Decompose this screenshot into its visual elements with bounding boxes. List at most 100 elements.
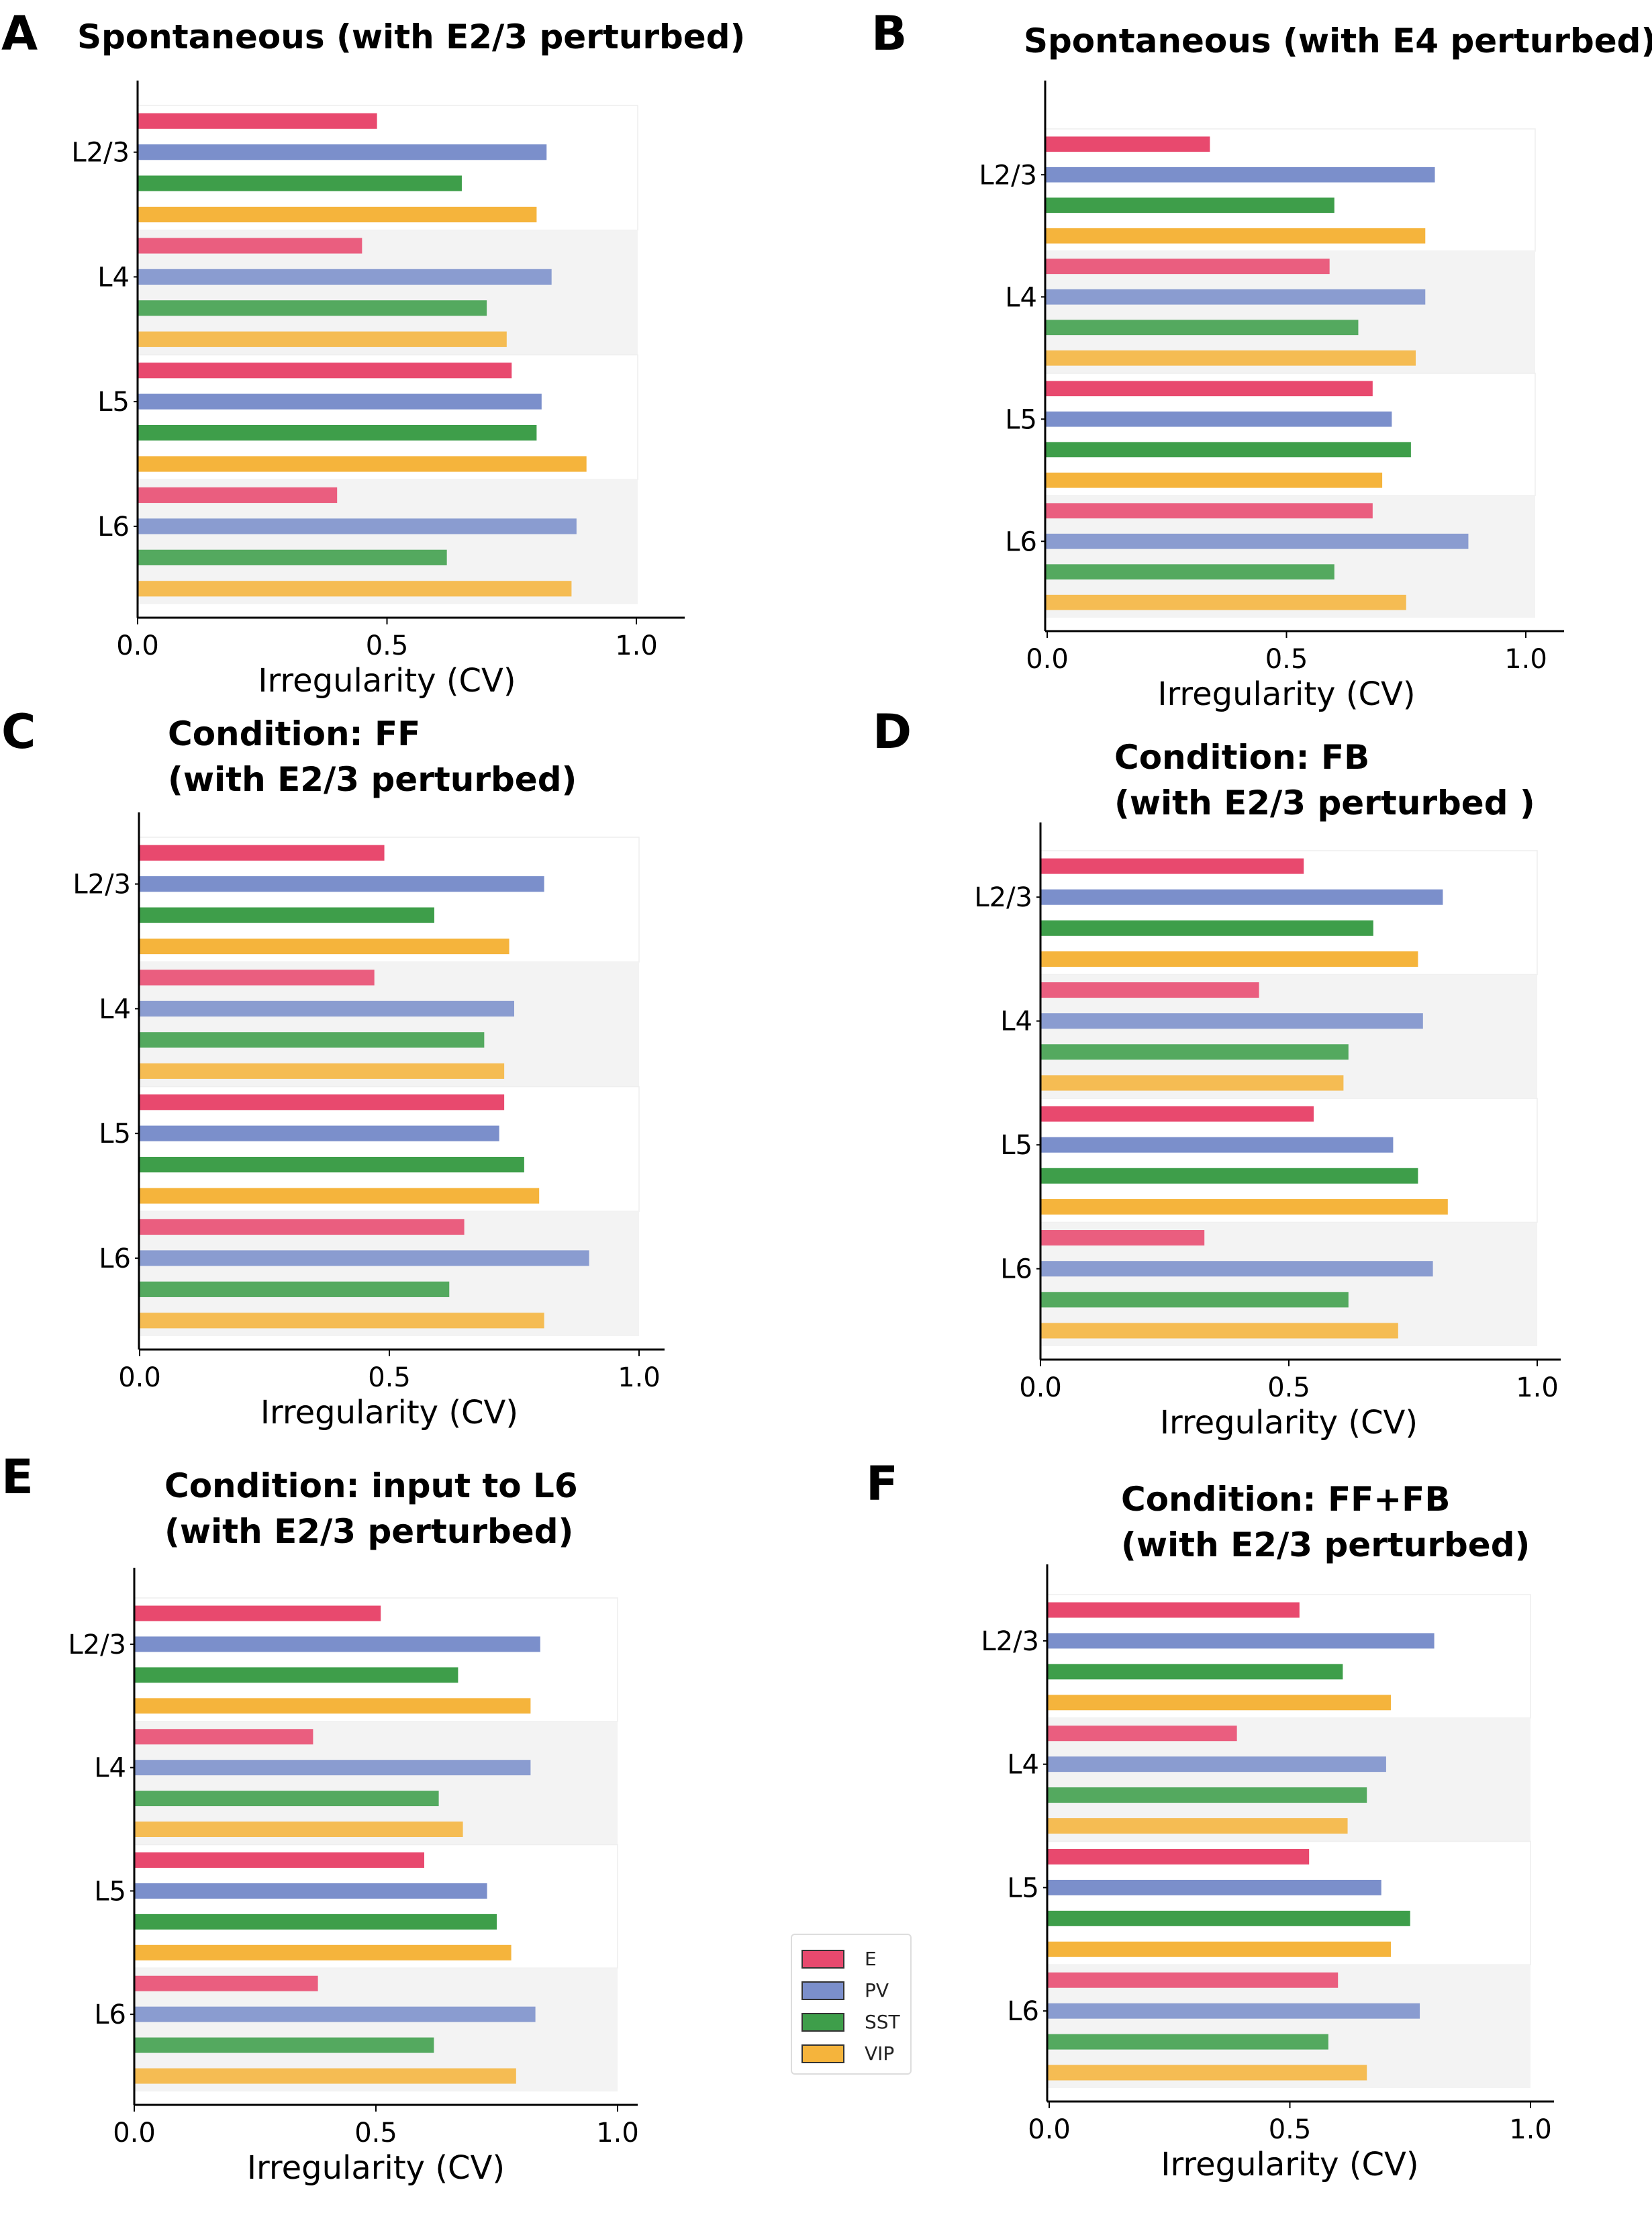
bar-L4-pv	[138, 269, 552, 285]
bar-L4-e	[1040, 982, 1259, 998]
bar-L2-3-e	[134, 1605, 381, 1621]
x-tick-label-1: 0.5	[368, 1362, 411, 1393]
x-axis-label: Irregularity (CV)	[1157, 675, 1415, 713]
bar-L5-vip	[139, 1188, 540, 1204]
bar-L6-sst	[1045, 564, 1334, 580]
y-tick-label-L2-3: L2/3	[974, 882, 1032, 913]
x-tick-label-0: 0.0	[118, 1362, 161, 1393]
bar-L5-pv	[138, 393, 542, 410]
x-axis-label: Irregularity (CV)	[1161, 2146, 1418, 2183]
y-tick-label-L6: L6	[94, 1999, 126, 2030]
x-axis-label: Irregularity (CV)	[260, 1394, 518, 1431]
bar-L5-sst	[1045, 442, 1411, 458]
bar-L6-vip	[134, 2068, 516, 2084]
bar-L6-sst	[1040, 1292, 1349, 1308]
bar-L5-vip	[138, 456, 587, 472]
bar-L5-sst	[134, 1914, 497, 1930]
y-tick-label-L2-3: L2/3	[71, 138, 130, 169]
bar-L4-sst	[1045, 320, 1359, 336]
bar-L6-vip	[138, 581, 572, 597]
bar-L2-3-pv	[138, 144, 547, 160]
panel-title-a: Spontaneous (with E2/3 perturbed)	[77, 17, 746, 56]
chart-panel-d: L2/3 L4 L5 L6 0.0 0.5 1.0 Irregularity (CV)	[974, 822, 1561, 1442]
x-tick-label-0: 0.0	[116, 630, 159, 661]
bar-L5-vip	[1047, 1941, 1392, 1957]
bar-L4-pv	[1045, 289, 1426, 305]
chart-panel-a: L2/3 L4 L5 L6 0.0 0.5 1.0 Irregularity (CV)	[71, 81, 685, 700]
panel-title-f: Condition: FF+FB (with E2/3 perturbed)	[1121, 1480, 1530, 1564]
bar-L4-vip	[134, 1822, 463, 1838]
x-tick-label-1: 0.5	[1267, 1372, 1310, 1403]
y-tick-label-L5: L5	[99, 1119, 131, 1149]
bar-L4-vip	[1040, 1075, 1344, 1091]
bar-L4-vip	[1045, 350, 1416, 366]
y-tick-label-L2-3: L2/3	[981, 1626, 1039, 1657]
x-tick-label-1: 0.5	[366, 630, 409, 661]
legend-item-e: E	[801, 1943, 901, 1975]
bar-L2-3-pv	[1045, 167, 1435, 183]
bar-L5-sst	[139, 1156, 524, 1173]
legend-swatch-pv	[801, 1981, 844, 2000]
bar-L2-3-sst	[138, 175, 462, 191]
bar-L2-3-vip	[139, 938, 509, 955]
bar-L2-3-vip	[1040, 951, 1418, 967]
bar-L4-e	[1047, 1726, 1237, 1742]
bar-L2-3-e	[138, 113, 377, 129]
bar-L5-vip	[1040, 1198, 1448, 1215]
bar-L2-3-sst	[1040, 920, 1373, 936]
x-tick-label-0: 0.0	[1028, 2114, 1071, 2145]
bar-L4-vip	[139, 1063, 505, 1079]
x-tick-label-2: 1.0	[596, 2118, 639, 2149]
bar-L6-pv	[134, 2006, 536, 2022]
legend-item-sst: SST	[801, 2006, 901, 2038]
bar-L5-e	[139, 1094, 505, 1111]
panel-letter-b: B	[871, 6, 908, 61]
x-tick-label-0: 0.0	[113, 2118, 156, 2149]
bar-L6-pv	[138, 518, 577, 534]
bar-L5-vip	[1045, 472, 1383, 488]
bar-L6-vip	[139, 1313, 544, 1329]
bar-L5-vip	[134, 1944, 512, 1961]
y-tick-label-L4: L4	[99, 994, 131, 1025]
bar-L4-e	[138, 238, 362, 254]
panel-letter-f: F	[866, 1456, 898, 1511]
x-axis-label: Irregularity (CV)	[1160, 1404, 1418, 1442]
bar-L4-sst	[1040, 1044, 1349, 1060]
panel-letter-a: A	[1, 6, 38, 61]
bar-L6-pv	[1040, 1261, 1433, 1277]
bar-L4-pv	[134, 1760, 531, 1776]
legend-label-sst: SST	[865, 2011, 900, 2033]
bar-L4-sst	[139, 1032, 485, 1048]
bar-L2-3-pv	[1047, 1633, 1435, 1649]
y-tick-label-L4: L4	[94, 1753, 126, 1784]
bar-L2-3-vip	[1047, 1695, 1392, 1711]
y-tick-label-L4: L4	[1005, 282, 1037, 313]
bar-L2-3-vip	[138, 206, 537, 223]
chart-panel-f: L2/3 L4 L5 L6 0.0 0.5 1.0 Irregularity (CV)	[981, 1564, 1554, 2183]
bar-L6-e	[1045, 503, 1373, 519]
y-tick-label-L2-3: L2/3	[68, 1630, 126, 1660]
bar-L2-3-vip	[134, 1698, 531, 1714]
panel-title-b: Spontaneous (with E4 perturbed)	[1024, 21, 1652, 60]
bar-L6-vip	[1047, 2065, 1367, 2081]
bar-L5-sst	[1047, 1910, 1410, 1926]
legend-swatch-sst	[801, 2012, 844, 2032]
x-tick-label-2: 1.0	[1509, 2114, 1552, 2145]
bar-L2-3-sst	[139, 907, 434, 923]
bar-L2-3-e	[1040, 858, 1304, 874]
x-tick-label-0: 0.0	[1026, 644, 1069, 675]
bar-L2-3-e	[139, 845, 385, 861]
bar-L6-e	[138, 487, 338, 504]
chart-panel-e: L2/3 L4 L5 L6 0.0 0.5 1.0 Irregularity (CV)	[68, 1568, 639, 2187]
y-tick-label-L4: L4	[97, 262, 130, 293]
panel-letter-c: C	[1, 704, 36, 759]
bar-L6-vip	[1040, 1323, 1398, 1339]
x-tick-label-2: 1.0	[618, 1362, 661, 1393]
bar-L6-pv	[1047, 2003, 1420, 2019]
legend-label-vip: VIP	[865, 2042, 895, 2065]
y-tick-label-L6: L6	[1000, 1254, 1032, 1285]
x-axis-label: Irregularity (CV)	[258, 662, 516, 700]
bar-L4-pv	[139, 1000, 514, 1017]
x-axis-label: Irregularity (CV)	[247, 2149, 505, 2187]
bar-L4-pv	[1047, 1756, 1386, 1773]
